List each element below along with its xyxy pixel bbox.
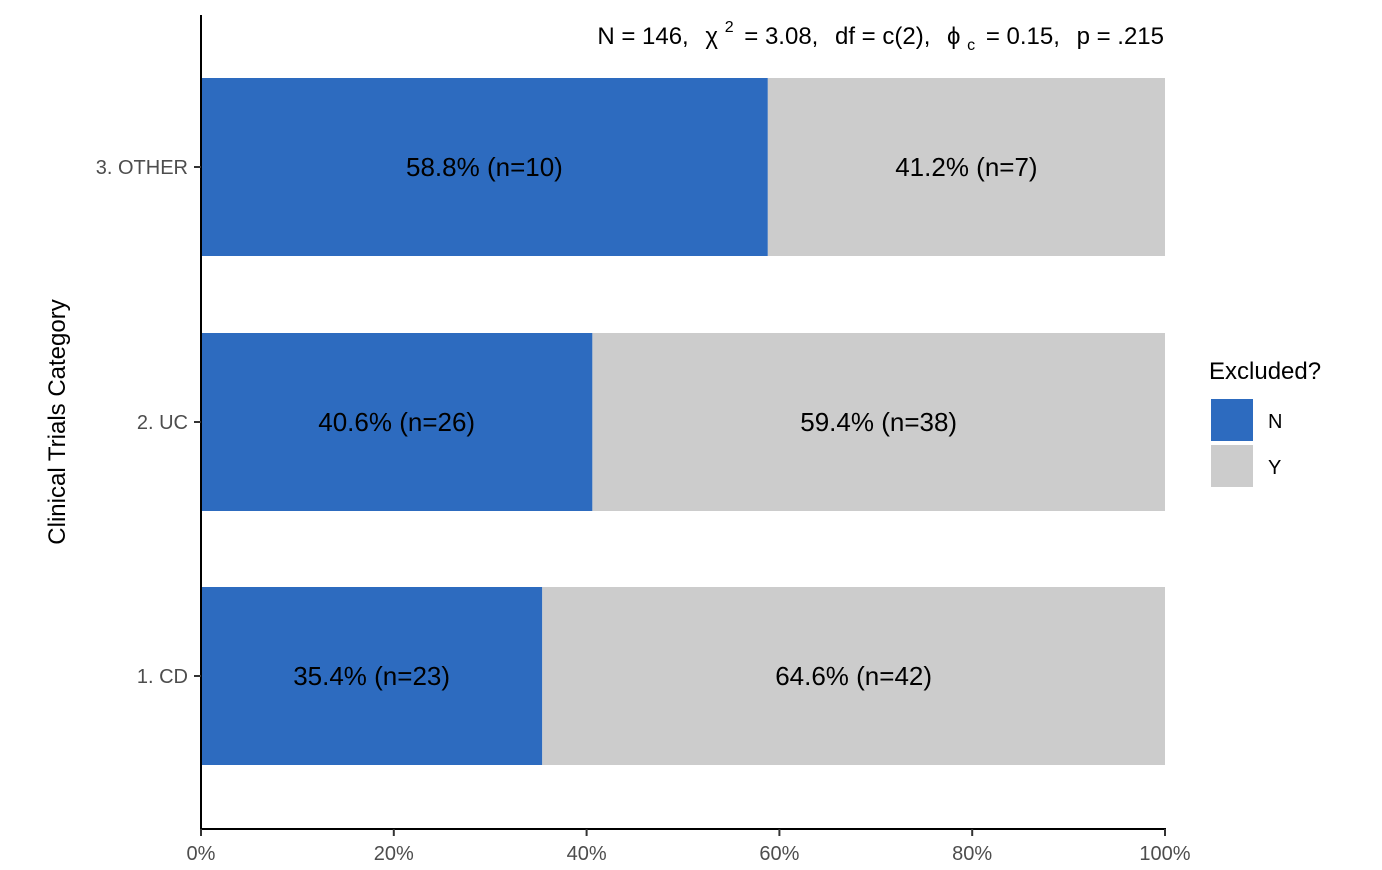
x-tick-label: 40% — [567, 843, 607, 865]
subtitle-chi-symbol: χ — [705, 23, 718, 50]
legend-title: Excluded? — [1209, 358, 1321, 385]
bar-3-other-n — [201, 78, 768, 256]
x-ticks-layer: 0% 20% 40% 60% 80% 100% — [187, 829, 1191, 865]
x-tick-label: 60% — [759, 843, 799, 865]
legend-label-y: Y — [1268, 457, 1281, 479]
subtitle-phi-subscript: c — [967, 37, 975, 54]
subtitle-phi-symbol: ϕ — [947, 23, 960, 50]
bar-label-1-cd-n: 35.4% (n=23) — [293, 661, 450, 691]
bar-2-uc-y — [592, 333, 1165, 511]
bar-labels-layer: 35.4% (n=23) 64.6% (n=42) 40.6% (n=26) 59.4… — [293, 152, 1037, 691]
bar-label-2-uc-n: 40.6% (n=26) — [318, 407, 475, 437]
subtitle-n: N = 146, — [597, 23, 688, 50]
bar-label-2-uc-y: 59.4% (n=38) — [800, 407, 957, 437]
subtitle-chi-exponent: 2 — [725, 19, 734, 36]
y-axis-title: Clinical Trials Category — [44, 299, 71, 544]
subtitle-df: df = c(2), — [835, 23, 930, 50]
x-tick-label: 0% — [187, 843, 216, 865]
bar-1-cd-y — [542, 587, 1165, 765]
legend-swatch-y — [1211, 445, 1253, 487]
bar-2-uc-n — [201, 333, 593, 511]
bar-label-1-cd-y: 64.6% (n=42) — [775, 661, 932, 691]
x-tick-label: 100% — [1139, 843, 1190, 865]
x-tick-label: 20% — [374, 843, 414, 865]
subtitle-p: p = .215 — [1077, 23, 1164, 50]
y-tick-label: 2. UC — [137, 412, 188, 434]
x-tick-label: 80% — [952, 843, 992, 865]
legend-swatch-n — [1211, 399, 1253, 441]
bar-1-cd-n — [201, 587, 543, 765]
subtitle-phi-value: = 0.15, — [986, 23, 1060, 50]
subtitle-chi-value: = 3.08, — [744, 23, 818, 50]
bar-label-3-other-n: 58.8% (n=10) — [406, 152, 563, 182]
y-tick-label: 1. CD — [137, 666, 188, 688]
bars-layer — [201, 78, 1165, 765]
y-tick-label: 3. OTHER — [96, 157, 188, 179]
legend-label-n: N — [1268, 411, 1282, 433]
chart-subtitle: N = 146, χ 2 = 3.08, df = c(2), ϕ c = 0.… — [597, 11, 1164, 56]
bar-label-3-other-y: 41.2% (n=7) — [895, 152, 1037, 182]
bar-3-other-y — [767, 78, 1165, 256]
legend: Excluded? N Y — [1209, 358, 1321, 487]
y-ticks-layer: 1. CD 2. UC 3. OTHER — [96, 157, 201, 688]
